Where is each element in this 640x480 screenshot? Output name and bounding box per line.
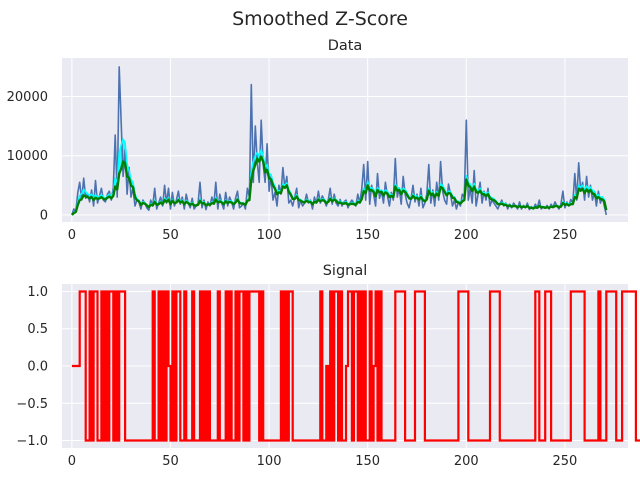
x-tick-label: 50 (162, 228, 179, 243)
y-tick-label: 1.0 (27, 285, 48, 300)
y-tick-label: 0.0 (27, 360, 48, 375)
x-tick-label: 200 (454, 228, 479, 243)
signal-series-line (71, 290, 640, 442)
y-tick-label: −1.0 (16, 434, 48, 449)
data-panel-title: Data (328, 38, 363, 54)
x-tick-label: 250 (552, 228, 577, 243)
x-tick-label: 100 (257, 228, 282, 243)
mean-series-line (71, 155, 608, 216)
y-tick-label: 0.5 (27, 322, 48, 337)
x-tick-label: 150 (355, 228, 380, 243)
x-tick-label: 150 (355, 454, 380, 469)
y-tick-label: −0.5 (16, 397, 48, 412)
x-tick-label: 250 (552, 454, 577, 469)
x-tick-label: 0 (68, 228, 76, 243)
signal-panel: 0 50 100 150 200 250 −1.0 −0.5 0.0 0.5 1.0 Signal (16, 263, 640, 469)
y-tick-label: 0 (40, 208, 48, 223)
y-tick-label: 10000 (7, 149, 48, 164)
x-tick-label: 200 (454, 454, 479, 469)
x-tick-label: 0 (68, 454, 76, 469)
x-tick-label: 100 (257, 454, 282, 469)
signal-panel-title: Signal (323, 263, 368, 279)
y-tick-label: 20000 (7, 90, 48, 105)
x-tick-label: 50 (162, 454, 179, 469)
data-panel: 0 50 100 150 200 250 0 10000 20000 Data (7, 38, 628, 243)
figure-title: Smoothed Z-Score (232, 8, 408, 30)
